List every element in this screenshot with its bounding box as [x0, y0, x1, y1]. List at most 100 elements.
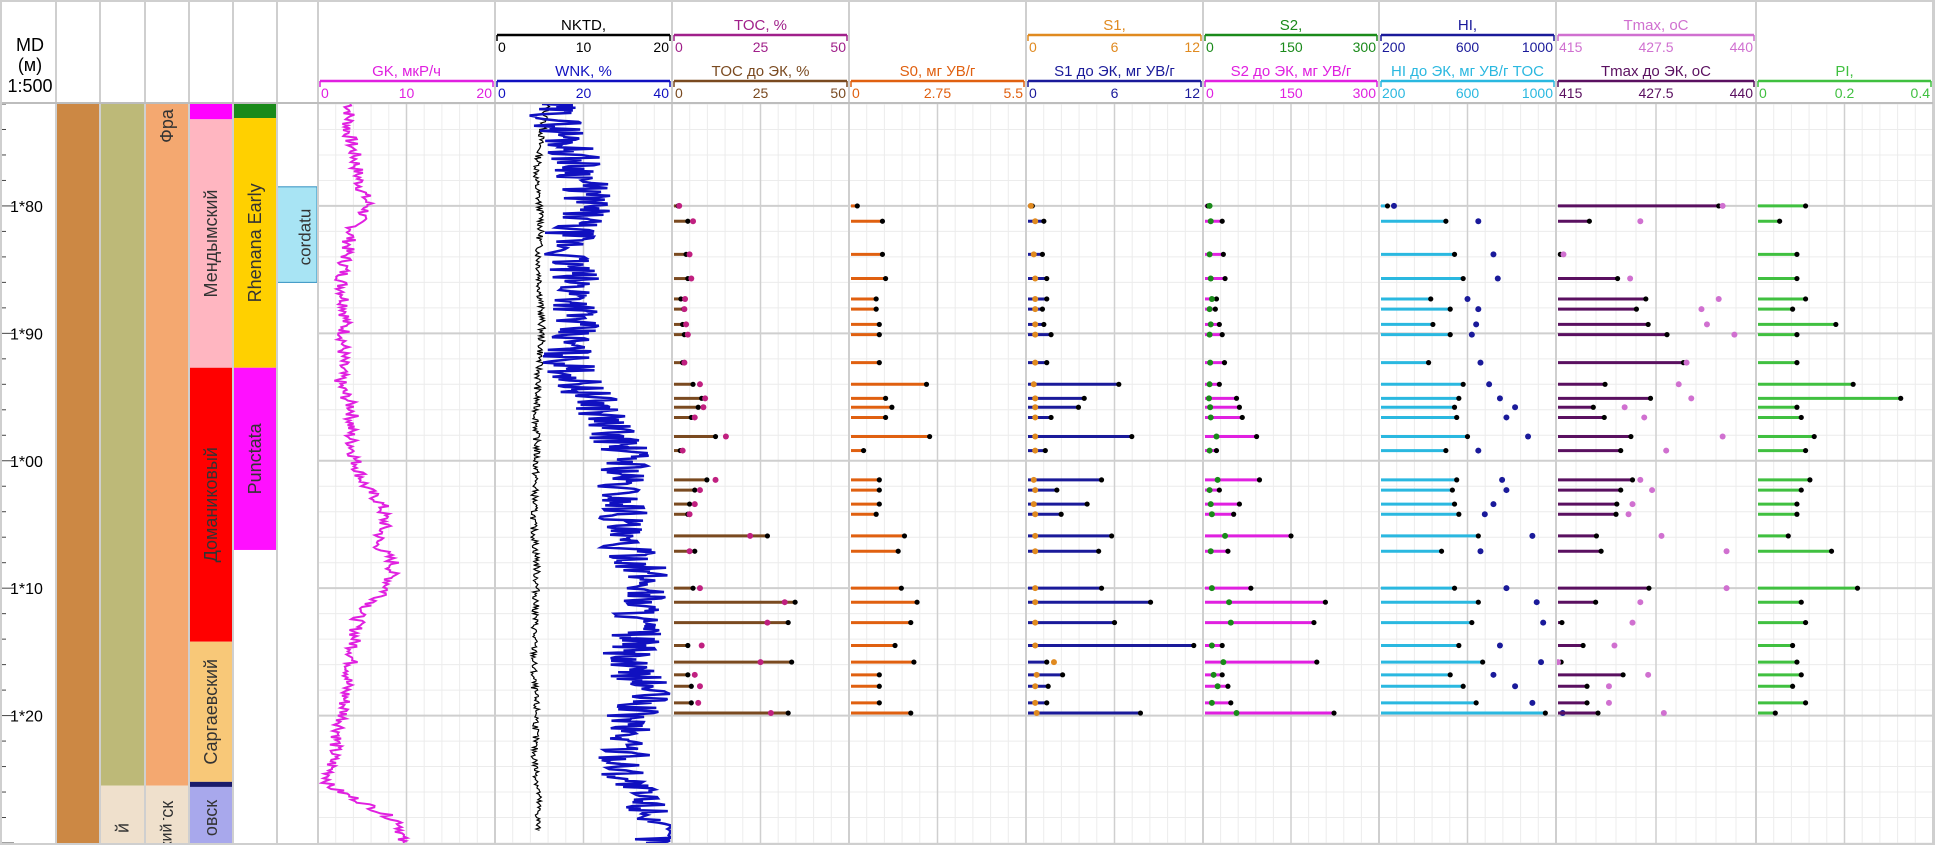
s0-stem-end-dot	[914, 599, 920, 605]
track-header-tick-label: 5.5	[1004, 85, 1024, 101]
tmax-point	[1627, 275, 1634, 282]
strat-unit	[190, 104, 232, 120]
tmax-point	[1688, 395, 1695, 402]
tmax-pre-ek-stem-end-dot	[1590, 404, 1596, 410]
track-header-tick-label: 0	[498, 39, 506, 55]
s1-point	[1032, 585, 1039, 592]
tmax-point	[1719, 433, 1726, 440]
tmax-pre-ek-stem-end-dot	[1613, 511, 1619, 517]
tmax-pre-ek-stem-end-dot	[1584, 683, 1590, 689]
pi-stem-end-dot	[1798, 599, 1804, 605]
tmax-point	[1560, 251, 1567, 258]
tmax-pre-ek-stem-end-dot	[1643, 296, 1649, 302]
toc-pre-ek-stem-end-dot	[688, 700, 694, 706]
hi-point	[1464, 295, 1471, 302]
toc-point	[682, 295, 689, 302]
strat-unit	[234, 367, 276, 550]
track-header-label: WNK, %	[555, 63, 612, 80]
toc-pre-ek-stem-end-dot	[695, 404, 701, 410]
toc-pre-ek-stem-end-dot	[785, 710, 791, 716]
tmax-point	[1605, 699, 1612, 706]
tmax-point	[1605, 683, 1612, 690]
s2-point	[1207, 359, 1214, 366]
track-header-tick-label: 200	[1382, 39, 1406, 55]
track-header-label: HI,	[1458, 17, 1477, 34]
tmax-pre-ek-stem-end-dot	[1664, 332, 1670, 338]
nktd-curve	[528, 103, 551, 831]
track-header-tick-label: 25	[753, 85, 769, 101]
depth-axis: MD (м) 1:500 1*80 1*90 1*00 1*10 1*20	[0, 35, 53, 844]
track-header-tick-label: 20	[476, 85, 492, 101]
tmax-point	[1621, 404, 1628, 411]
pi-stem-end-dot	[1794, 511, 1800, 517]
tmax-pre-ek-stem-end-dot	[1593, 533, 1600, 539]
s2-pre-ek-stem-end-dot	[1219, 218, 1225, 224]
hi-pre-ek-stem-end-dot	[1475, 599, 1481, 605]
hi-point	[1490, 501, 1497, 508]
track-headers: GK, мкР/ч 0 10 20 NKTD, 0 10 20 WNK, % 0 20 40 TOC, …	[319, 17, 1932, 101]
s0-stem-end-dot	[898, 585, 904, 591]
tmax-pre-ek-stem-end-dot	[1646, 585, 1652, 591]
depth-label: 1*90	[10, 326, 43, 343]
track-header-tick-label: 1000	[1522, 85, 1553, 101]
s1-pre-ek-stem-end-dot	[1044, 275, 1050, 282]
tmax-pre-ek-stem-end-dot	[1620, 672, 1626, 678]
s2-point	[1227, 619, 1234, 626]
toc-point	[757, 659, 764, 666]
hi-pre-ek-stem-end-dot	[1430, 321, 1436, 328]
track-header-tick-label: 440	[1730, 85, 1754, 101]
s0-stem-end-dot	[873, 306, 879, 312]
s0-stem-end-dot	[908, 619, 914, 626]
pi-stem-end-dot	[1785, 533, 1791, 539]
strat-unit	[57, 104, 99, 843]
s0-stem-end-dot	[876, 321, 882, 328]
s2-pre-ek-stem-end-dot	[1254, 433, 1260, 440]
s2-pre-ek-stem-end-dot	[1314, 659, 1320, 665]
s2-pre-ek-stem-end-dot	[1225, 683, 1231, 689]
toc-point	[686, 511, 693, 518]
s1-pre-ek-stem-end-dot	[1084, 501, 1090, 507]
s0-stem-end-dot	[901, 533, 908, 539]
grid-layer	[318, 103, 1933, 844]
tmax-pre-ek-stem-end-dot	[1584, 700, 1590, 706]
tmax-point	[1611, 642, 1618, 649]
strat-label: Мендымский	[201, 190, 221, 298]
s0-stem-end-dot	[873, 296, 879, 302]
tmax-point	[1637, 599, 1644, 606]
s2-pre-ek-stem-end-dot	[1239, 414, 1245, 421]
hi-pre-ek-stem-end-dot	[1475, 533, 1481, 539]
s1-point	[1032, 487, 1039, 494]
track-header-label: NKTD,	[561, 17, 606, 34]
s1-pre-ek-stem-end-dot	[1116, 381, 1122, 387]
hi-pre-ek-stem-end-dot	[1454, 477, 1460, 483]
track-header-label: GK, мкР/ч	[372, 63, 441, 80]
strat-unit	[234, 104, 276, 119]
s1-pre-ek-stem-end-dot	[1044, 659, 1050, 665]
strat-unit	[278, 209, 317, 283]
hi-pre-ek-stem-end-dot	[1454, 414, 1460, 421]
hi-pre-ek-stem-end-dot	[1460, 381, 1466, 387]
hi-point	[1496, 395, 1503, 402]
pi-stem-end-dot	[1798, 487, 1804, 493]
toc-point	[676, 202, 683, 209]
s1-point	[1032, 295, 1039, 302]
s2-pre-ek-stem-end-dot	[1212, 306, 1218, 312]
s1-point	[1032, 331, 1039, 338]
pi-stem-end-dot	[1794, 501, 1800, 507]
s1-pre-ek-stem-end-dot	[1060, 672, 1066, 678]
hi-pre-ek-stem-end-dot	[1384, 203, 1391, 209]
toc-point	[767, 710, 774, 717]
track-header-tick-label: 10	[576, 39, 592, 55]
toc-pre-ek-stem-end-dot	[686, 501, 693, 507]
s1-point	[1050, 659, 1057, 666]
s1-point	[1032, 699, 1039, 706]
s1-pre-ek-stem-end-dot	[1039, 251, 1046, 257]
toc-pre-ek-stem-end-dot	[792, 599, 798, 605]
tmax-pre-ek-stem-end-dot	[1618, 487, 1624, 493]
s2-point	[1206, 251, 1213, 258]
strat-unit	[146, 104, 188, 786]
tmax-pre-ek-stem-end-dot	[1645, 321, 1651, 328]
s1-point	[1032, 404, 1039, 411]
tmax-pre-ek-stem-end-dot	[1593, 599, 1599, 605]
pi-stem-end-dot	[1802, 700, 1809, 706]
